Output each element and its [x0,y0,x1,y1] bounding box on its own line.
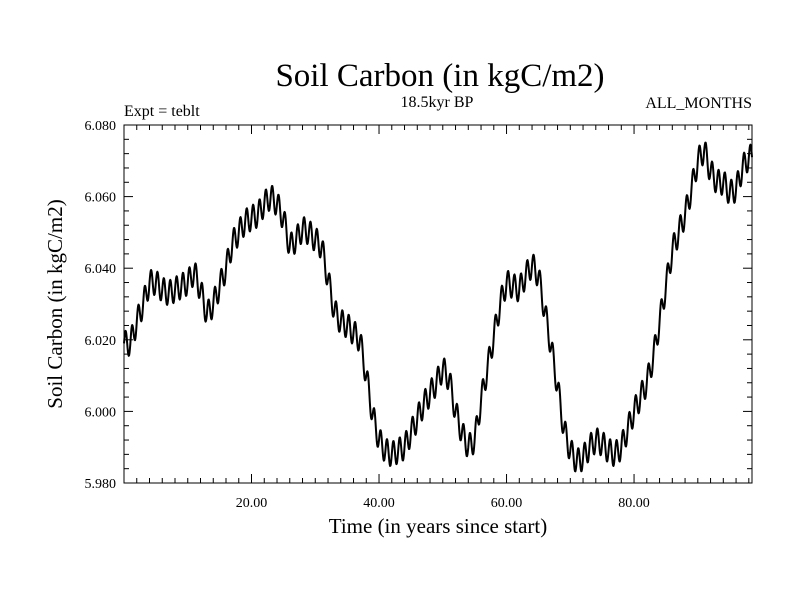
period-label: 18.5kyr BP [401,94,474,111]
x-tick-label: 40.00 [363,496,395,511]
chart-title: Soil Carbon (in kgC/m2) [275,58,604,94]
x-tick-label: 20.00 [236,496,268,511]
y-axis-ticks: 5.980 6.000 6.020 6.040 6.060 6.080 [85,119,752,492]
plot-frame [123,124,753,484]
y-tick-label: 5.980 [85,477,117,492]
y-axis-label: Soil Carbon (in kgC/m2) [43,199,67,408]
series-line-soil-carbon [123,141,753,473]
y-tick-label: 6.020 [85,334,117,349]
x-axis-ticks: 20.00 40.00 60.00 80.00 [136,125,750,511]
experiment-label: Expt = teblt [124,103,200,120]
x-tick-label: 60.00 [491,496,523,511]
months-label: ALL_MONTHS [645,95,752,112]
y-tick-label: 6.000 [85,405,117,420]
x-axis-label: Time (in years since start) [329,514,548,538]
y-tick-label: 6.040 [85,262,117,277]
x-tick-label: 80.00 [618,496,650,511]
y-tick-label: 6.060 [85,191,117,206]
y-tick-label: 6.080 [85,119,117,134]
